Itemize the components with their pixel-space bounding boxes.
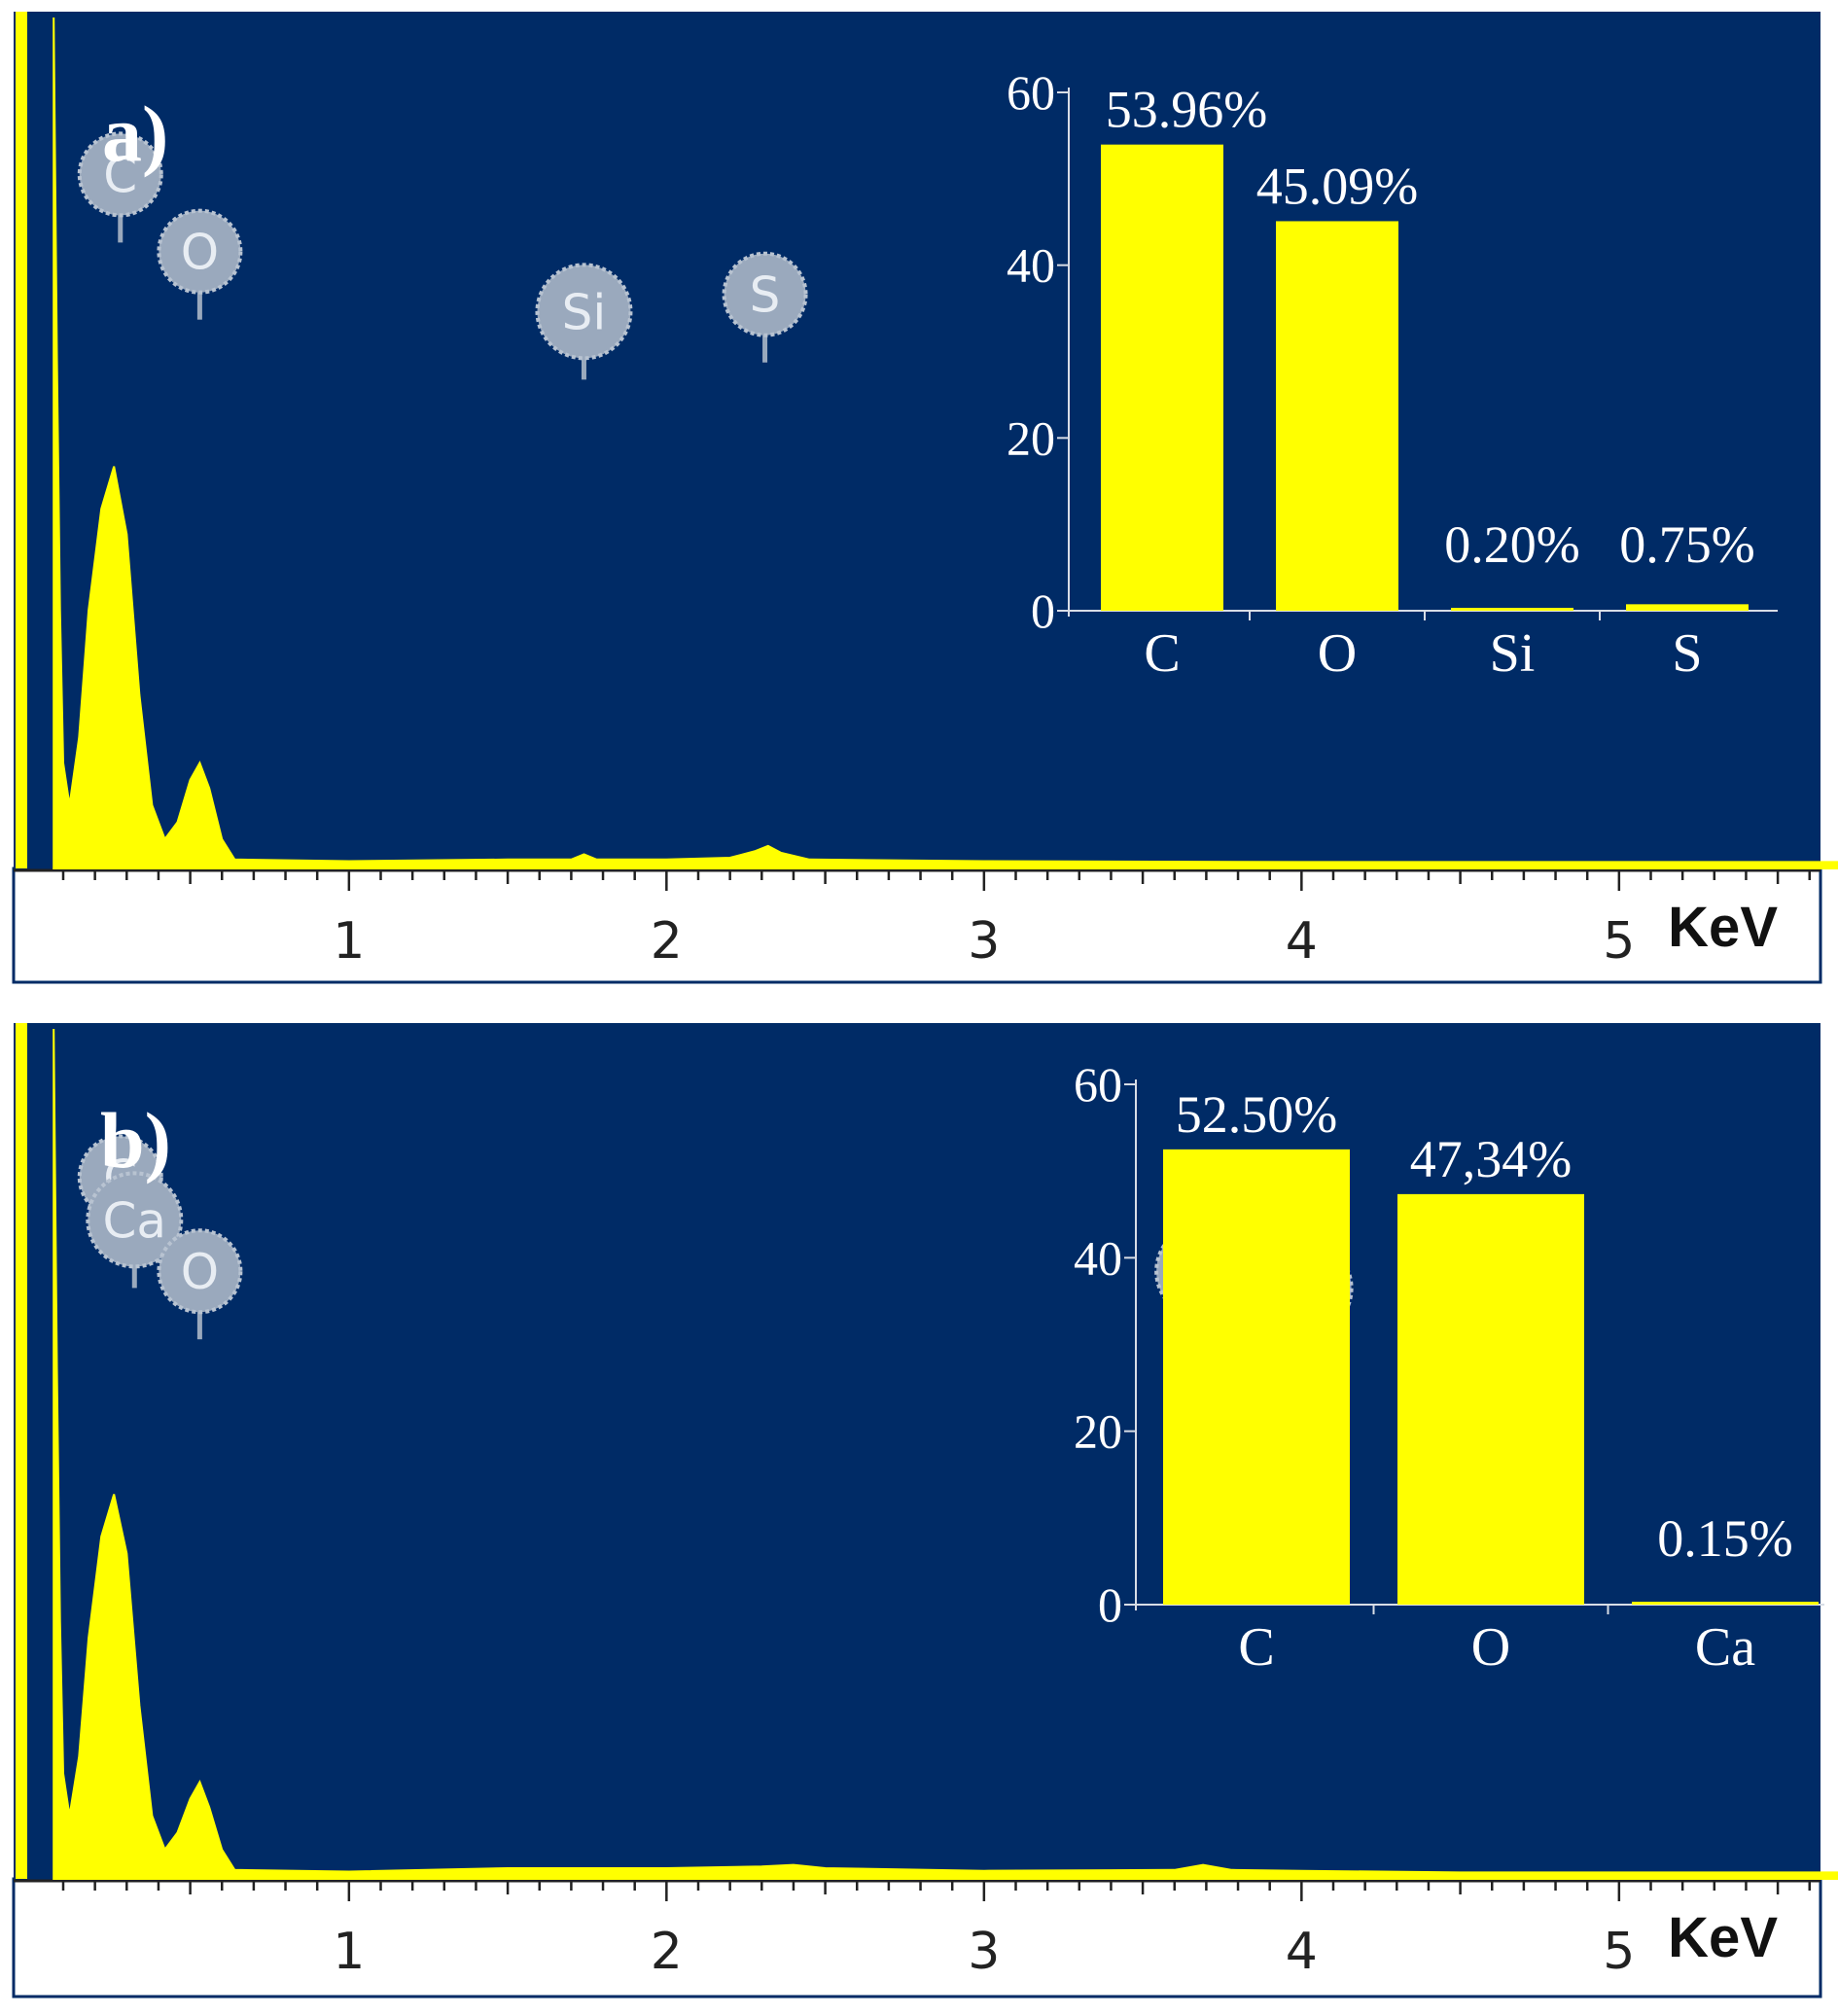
inset-category-label: O [1471,1617,1510,1678]
inset-category-label: O [1318,623,1357,684]
inset-y-tick-label: 0 [1098,1577,1122,1632]
inset-bar-c [1101,144,1223,611]
inset-category-label: C [1144,623,1180,684]
inset-y-tick-label: 40 [1074,1230,1122,1285]
peak-label-badge [86,1171,184,1269]
inset-data-label: 47,34% [1410,1130,1572,1188]
x-tick-label: 3 [968,912,1000,971]
spectrum-area [53,1028,1838,1880]
peak-label-badge [157,208,243,295]
inset-y-tick-label: 60 [1007,65,1055,120]
inset-y-tick-label: 20 [1007,410,1055,465]
peak-label-badge [77,131,163,218]
x-tick-label: 2 [651,1923,683,1981]
peak-label-o: O [157,1228,243,1340]
spectrum-area [53,17,1838,869]
inset-y-tick-label: 20 [1074,1404,1122,1459]
x-tick-label: 1 [333,912,365,971]
peak-label-text: O [181,225,219,281]
inset-data-label: 0.75% [1619,515,1754,574]
inset-category-label: Ca [1695,1617,1755,1678]
peak-label-text: C [103,147,137,203]
inset-bar-chart: 0 20 40 60 52.50% C 47,34% O 0.15% Ca [1074,1057,1824,1678]
peak-label-si: Si [535,263,633,380]
inset-data-label: 52.50% [1176,1085,1337,1144]
x-tick-label: 4 [1286,912,1318,971]
eds-panel-b: 12345KeVCCaOCaCab)020406052.50%C47,34%O0… [12,1023,1838,1998]
inset-y-tick-label: 60 [1074,1057,1122,1112]
energy-axis-ticks [61,1882,1811,1901]
inset-bar-s [1626,604,1749,611]
inset-data-label: 0.20% [1444,515,1579,574]
peak-label-s: S [722,251,808,363]
inset-data-label: 45.09% [1256,157,1418,215]
peak-label-badge [157,1228,243,1315]
inset-bar-si [1451,608,1573,611]
energy-axis-ticks [61,871,1811,891]
inset-bar-o [1397,1193,1584,1605]
energy-axis-strip [12,1877,1822,1998]
plot-background [14,12,1820,868]
x-tick-label: 5 [1603,1923,1635,1981]
x-axis-unit: KeV [1668,896,1778,959]
peak-label-ca: Ca [86,1171,184,1289]
spectrum-low-energy-spike [16,1023,27,1879]
x-tick-label: 4 [1286,1923,1318,1981]
inset-bar-c [1163,1149,1350,1605]
inset-y-tick-label: 0 [1031,584,1055,638]
panel-label: b) [100,1096,171,1185]
inset-category-label: Si [1490,623,1536,684]
peak-label-text: Si [562,284,607,340]
panel-label: a) [102,89,168,178]
inset-data-label: 0.15% [1657,1509,1792,1568]
inset-category-label: C [1238,1617,1274,1678]
peak-label-badge [722,251,808,337]
x-tick-label: 5 [1603,912,1635,971]
spectrum-low-energy-spike [16,12,27,868]
peak-label-badge [535,263,633,361]
peak-label-text: Ca [103,1192,167,1249]
inset-bar-ca [1632,1602,1819,1605]
x-tick-label: 3 [968,1923,1000,1981]
inset-bar-chart: 0 20 40 60 53.96% C 45.09% O 0.20% Si 0.75% S [1007,65,1778,684]
peak-label-c: C [77,131,163,243]
x-tick-label: 1 [333,1923,365,1981]
peak-label-text: S [750,267,781,324]
inset-bar-o [1276,221,1398,611]
energy-axis-strip [12,867,1822,984]
inset-category-label: S [1672,623,1702,684]
x-tick-label: 2 [651,912,683,971]
inset-y-tick-label: 40 [1007,238,1055,293]
peak-label-text: O [181,1244,219,1300]
peak-label-o: O [157,208,243,320]
x-axis-unit: KeV [1668,1906,1778,1969]
inset-data-label: 53.96% [1106,81,1267,139]
